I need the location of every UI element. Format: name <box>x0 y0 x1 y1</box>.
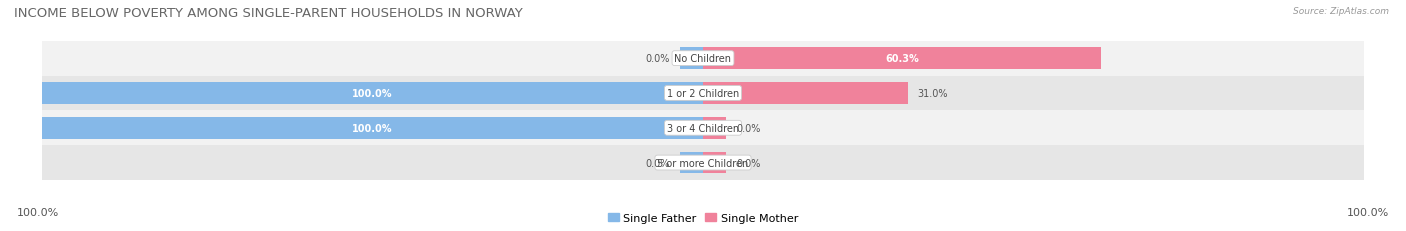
Legend: Single Father, Single Mother: Single Father, Single Mother <box>603 208 803 227</box>
Bar <box>703 83 908 104</box>
Text: 0.0%: 0.0% <box>737 123 761 133</box>
Bar <box>42 76 1364 111</box>
Text: 0.0%: 0.0% <box>737 158 761 168</box>
Text: 60.3%: 60.3% <box>886 54 920 64</box>
Bar <box>703 48 1101 70</box>
Text: INCOME BELOW POVERTY AMONG SINGLE-PARENT HOUSEHOLDS IN NORWAY: INCOME BELOW POVERTY AMONG SINGLE-PARENT… <box>14 7 523 20</box>
Text: 31.0%: 31.0% <box>918 88 948 99</box>
Bar <box>703 152 725 174</box>
Bar <box>42 42 1364 76</box>
Text: Source: ZipAtlas.com: Source: ZipAtlas.com <box>1294 7 1389 16</box>
Bar <box>42 146 1364 180</box>
Text: 0.0%: 0.0% <box>645 54 669 64</box>
Text: 100.0%: 100.0% <box>353 88 392 99</box>
Bar <box>42 83 703 104</box>
Text: 3 or 4 Children: 3 or 4 Children <box>666 123 740 133</box>
Text: No Children: No Children <box>675 54 731 64</box>
Bar <box>681 48 703 70</box>
Bar <box>42 118 703 139</box>
Bar <box>681 152 703 174</box>
Bar <box>703 118 725 139</box>
Bar <box>42 111 1364 146</box>
Text: 100.0%: 100.0% <box>1347 207 1389 217</box>
Text: 0.0%: 0.0% <box>645 158 669 168</box>
Text: 100.0%: 100.0% <box>353 123 392 133</box>
Text: 5 or more Children: 5 or more Children <box>658 158 748 168</box>
Text: 1 or 2 Children: 1 or 2 Children <box>666 88 740 99</box>
Text: 100.0%: 100.0% <box>17 207 59 217</box>
